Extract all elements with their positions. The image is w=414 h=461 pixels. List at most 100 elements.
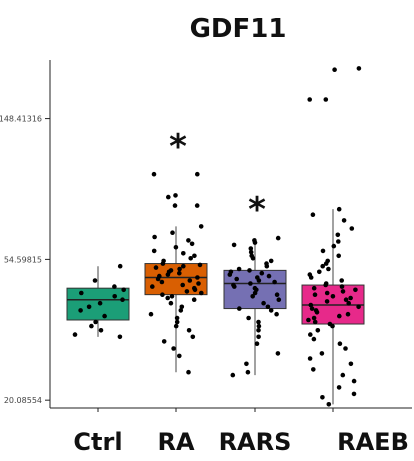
data-point xyxy=(89,323,94,329)
data-point xyxy=(177,353,182,359)
data-point xyxy=(151,248,157,254)
data-point xyxy=(192,285,197,291)
data-point xyxy=(97,300,103,306)
data-point xyxy=(353,287,358,293)
data-point xyxy=(339,278,345,283)
data-point xyxy=(312,292,318,298)
data-point xyxy=(152,234,157,240)
data-point xyxy=(315,328,321,333)
data-point xyxy=(312,319,318,325)
data-point xyxy=(256,328,261,333)
data-point xyxy=(93,319,98,325)
data-point xyxy=(309,306,315,311)
data-point xyxy=(330,294,336,299)
data-point xyxy=(348,361,354,367)
data-point xyxy=(252,285,258,291)
data-point xyxy=(192,253,197,259)
data-point xyxy=(237,306,242,311)
data-point xyxy=(102,313,107,319)
data-point xyxy=(343,297,349,303)
significance-marks: ** xyxy=(169,127,266,230)
data-point xyxy=(160,292,165,298)
data-point xyxy=(168,268,174,273)
data-point xyxy=(254,341,260,347)
data-point xyxy=(264,261,269,266)
data-point xyxy=(177,266,182,272)
data-point xyxy=(72,332,78,337)
data-point xyxy=(323,281,329,286)
data-point xyxy=(325,258,331,264)
data-point xyxy=(335,232,341,238)
data-point xyxy=(186,369,191,375)
data-point xyxy=(244,361,249,367)
data-point xyxy=(351,391,357,397)
box-iqr xyxy=(223,269,287,310)
data-point xyxy=(247,268,252,273)
data-point xyxy=(179,304,185,310)
data-point xyxy=(151,171,157,177)
x-tick-label: Ctrl xyxy=(73,428,122,456)
data-point xyxy=(195,275,200,280)
data-point xyxy=(121,287,126,293)
points xyxy=(72,66,362,407)
data-point xyxy=(197,262,203,268)
data-point xyxy=(188,255,193,261)
data-point xyxy=(336,385,342,390)
data-point xyxy=(181,263,186,269)
data-point xyxy=(268,258,274,264)
data-point xyxy=(256,323,262,329)
data-point xyxy=(256,334,261,340)
data-point xyxy=(98,328,104,333)
data-point xyxy=(340,372,346,378)
data-point xyxy=(173,323,179,329)
data-point xyxy=(311,367,316,372)
data-point xyxy=(326,266,331,272)
data-point xyxy=(349,226,355,231)
data-point xyxy=(186,328,192,333)
data-point xyxy=(307,356,313,361)
data-point xyxy=(331,243,337,249)
data-point xyxy=(310,212,316,217)
data-point xyxy=(248,249,254,255)
data-point xyxy=(196,281,201,286)
data-point xyxy=(254,275,260,280)
data-point xyxy=(307,272,313,277)
data-point xyxy=(117,334,123,340)
data-point xyxy=(112,284,117,289)
data-point xyxy=(174,319,180,325)
data-point xyxy=(311,336,317,342)
data-point xyxy=(320,395,325,400)
data-point xyxy=(166,194,171,200)
data-point xyxy=(266,273,272,279)
boxes xyxy=(66,209,365,412)
data-point xyxy=(231,242,237,248)
data-point xyxy=(159,279,165,285)
data-point xyxy=(308,332,313,337)
y-ticks: 20.08554 54.59815 148.41316 xyxy=(0,115,50,405)
data-point xyxy=(231,282,236,288)
data-point xyxy=(157,273,162,279)
data-point xyxy=(336,206,342,212)
y-tick-label: 148.41316 xyxy=(0,115,42,124)
data-point xyxy=(189,241,195,247)
data-point xyxy=(120,297,125,303)
x-tick-label: RA xyxy=(157,428,194,456)
data-point xyxy=(317,269,322,275)
data-point xyxy=(150,284,155,289)
data-point xyxy=(351,378,357,384)
data-point xyxy=(92,278,98,283)
data-point xyxy=(311,315,317,321)
x-tick-label: RAEB xyxy=(337,428,409,456)
data-point xyxy=(356,304,361,310)
data-point xyxy=(320,248,326,254)
data-point xyxy=(173,193,178,198)
data-point xyxy=(199,290,204,296)
data-point xyxy=(324,290,330,296)
data-point xyxy=(246,315,251,321)
data-point xyxy=(171,346,176,351)
data-point xyxy=(172,203,178,208)
data-point xyxy=(256,319,261,325)
data-point xyxy=(324,299,330,304)
data-point xyxy=(148,311,154,317)
